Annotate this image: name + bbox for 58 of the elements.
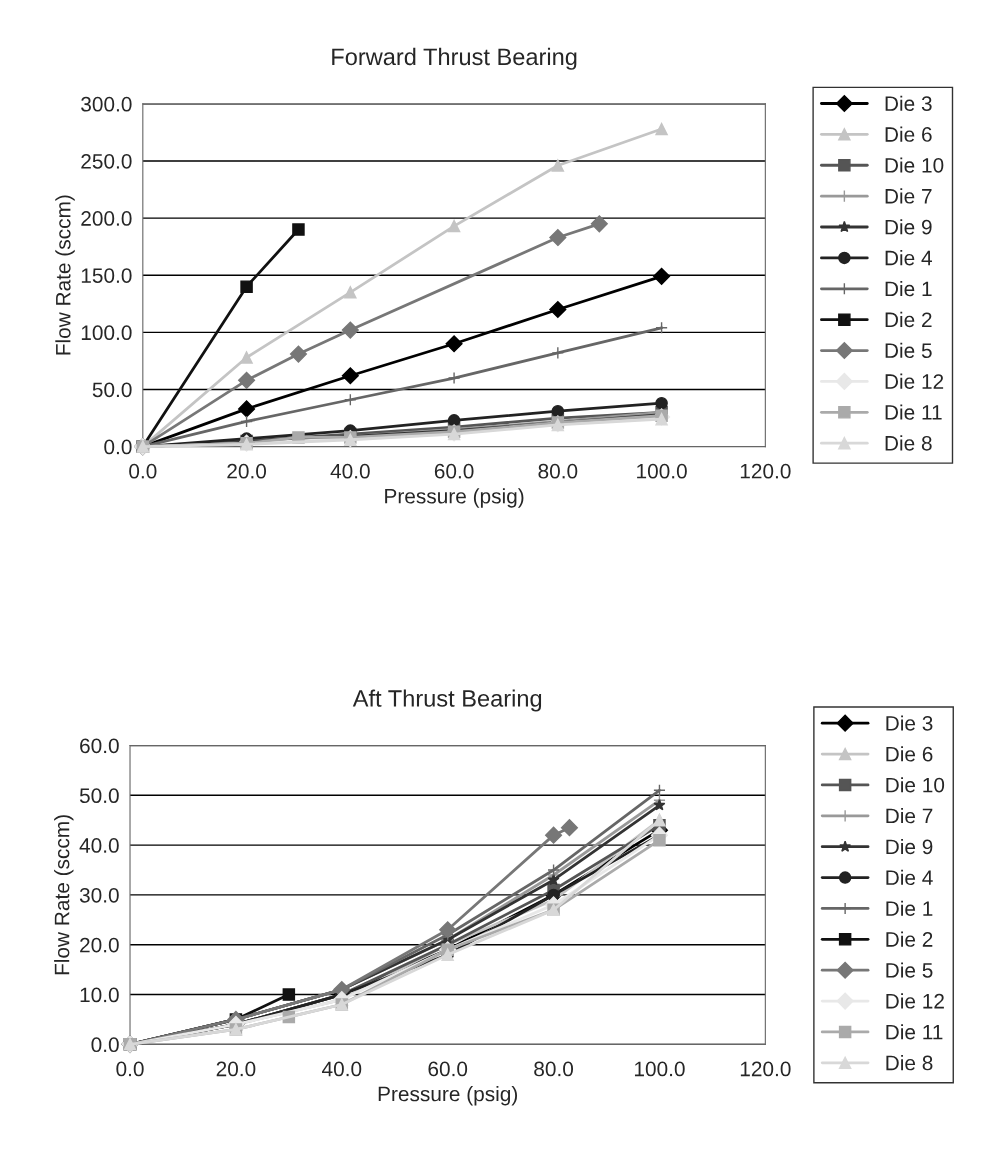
x-tick-label: 20.0	[216, 1061, 256, 1077]
y-tick-label: 20.0	[80, 937, 119, 953]
legend-label: Die 6	[885, 126, 932, 142]
legend-label: Die 5	[885, 342, 932, 359]
y-tick-label: 40.0	[79, 838, 119, 853]
x-tick-label: 60.0	[434, 463, 474, 479]
legend-label: Die 10	[885, 157, 944, 173]
y-tick-label: 0.0	[104, 439, 132, 455]
legend-label: Die 6	[886, 746, 933, 762]
legend-label: Die 7	[886, 808, 933, 824]
y-tick-label: 50.0	[92, 382, 132, 398]
y-tick-label: 100.0	[81, 325, 132, 341]
legend-label: Die 4	[885, 250, 932, 266]
legend-label: Die 5	[886, 962, 933, 978]
x-tick-label: 100.0	[634, 1061, 685, 1077]
y-tick-label: 250.0	[81, 153, 132, 169]
legend-label: Die 12	[885, 373, 944, 389]
legend-label: Die 2	[886, 931, 933, 947]
x-tick-label: 60.0	[428, 1061, 468, 1077]
y-axis-title: Flow Rate (sccm)	[54, 815, 74, 975]
x-tick-label: 40.0	[322, 1061, 362, 1077]
x-tick-label: 20.0	[227, 463, 267, 479]
legend-label: Die 1	[885, 280, 932, 297]
legend-label: Die 1	[886, 900, 933, 916]
legend-label: Die 8	[886, 1055, 933, 1071]
y-tick-label: 10.0	[80, 987, 119, 1003]
legend-label: Die 12	[886, 993, 944, 1009]
x-axis-title: Pressure (psig)	[385, 488, 524, 508]
legend-label: Die 9	[886, 838, 933, 855]
legend-label: Die 8	[885, 435, 932, 451]
x-tick-label: 80.0	[538, 463, 578, 479]
legend-label: Die 11	[885, 404, 942, 420]
x-tick-label: 120.0	[740, 1061, 791, 1077]
y-axis-title: Flow Rate (sccm)	[55, 195, 75, 355]
y-tick-label: 200.0	[81, 211, 132, 226]
x-tick-label: 0.0	[116, 1061, 144, 1077]
chart-title: Aft Thrust Bearing	[352, 689, 542, 712]
legend-label: Die 2	[885, 311, 932, 328]
y-tick-label: 30.0	[79, 887, 119, 903]
y-tick-label: 300.0	[81, 96, 132, 112]
y-tick-label: 50.0	[79, 788, 119, 804]
legend-label: Die 4	[886, 869, 933, 886]
x-tick-label: 40.0	[330, 463, 370, 479]
legend-label: Die 9	[885, 219, 932, 235]
legend-label: Die 3	[885, 95, 932, 111]
legend-label: Die 11	[886, 1024, 943, 1040]
y-tick-label: 150.0	[81, 268, 132, 283]
x-tick-label: 120.0	[740, 463, 791, 479]
y-tick-label: 0.0	[91, 1037, 119, 1053]
chart-title: Forward Thrust Bearing	[332, 47, 577, 70]
y-tick-label: 60.0	[80, 738, 119, 754]
x-axis-title: Pressure (psig)	[378, 1086, 518, 1106]
legend-label: Die 3	[886, 715, 933, 731]
legend-label: Die 7	[885, 188, 932, 204]
legend-label: Die 10	[886, 777, 945, 793]
x-tick-label: 0.0	[129, 463, 157, 479]
x-tick-label: 100.0	[637, 463, 687, 479]
x-tick-label: 80.0	[534, 1061, 574, 1077]
